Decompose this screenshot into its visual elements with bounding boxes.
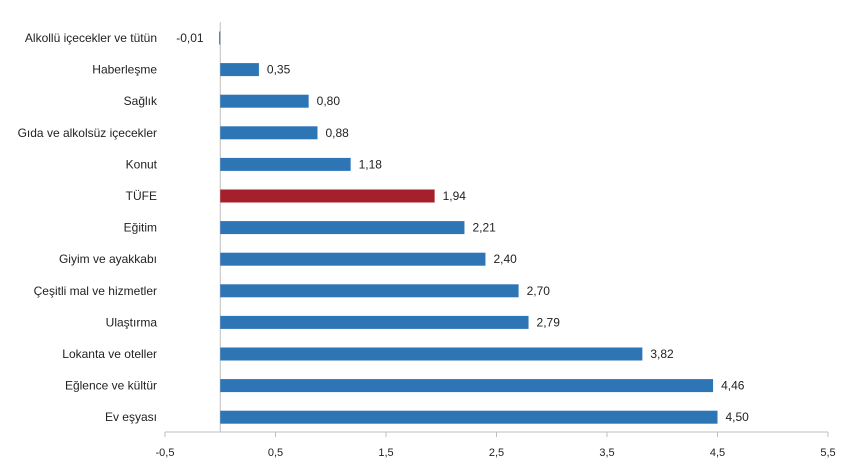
category-label: Haberleşme (92, 63, 157, 77)
category-label: Eğitim (124, 221, 157, 235)
value-label: 4,46 (721, 379, 745, 393)
category-label: TÜFE (126, 189, 157, 203)
category-label: Konut (126, 157, 158, 171)
value-label: 4,50 (726, 410, 750, 424)
bar-0 (219, 31, 221, 45)
category-label: Lokanta ve oteller (62, 347, 157, 361)
x-tick-label: 4,5 (710, 447, 725, 459)
bar-5 (220, 189, 435, 203)
value-label: 2,40 (493, 252, 517, 266)
x-tick-label: 3,5 (599, 447, 614, 459)
bar-7 (220, 252, 486, 266)
x-tick-label: 0,5 (268, 447, 283, 459)
value-label: 0,80 (317, 94, 341, 108)
bar-4 (220, 157, 351, 171)
value-label: 2,70 (527, 284, 551, 298)
x-tick-label: 5,5 (820, 447, 835, 459)
category-label: Eğlence ve kültür (65, 379, 157, 393)
bar-8 (220, 284, 519, 298)
category-label: Ulaştırma (106, 315, 158, 329)
category-label: Gıda ve alkolsüz içecekler (18, 126, 157, 140)
value-label: 2,21 (472, 221, 496, 235)
value-label: 1,94 (443, 189, 467, 203)
value-label: 3,82 (650, 347, 674, 361)
bar-2 (220, 94, 309, 108)
category-label: Ev eşyası (105, 410, 157, 424)
value-label: 2,79 (537, 315, 561, 329)
bar-12 (220, 410, 718, 424)
x-tick-label: -0,5 (156, 447, 175, 459)
value-label: 0,88 (325, 126, 349, 140)
bar-1 (220, 63, 259, 77)
value-label: 1,18 (359, 157, 383, 171)
bar-9 (220, 315, 529, 329)
category-label: Sağlık (124, 94, 158, 108)
category-label: Giyim ve ayakkabı (59, 252, 157, 266)
x-tick-label: 1,5 (378, 447, 393, 459)
x-tick-label: 2,5 (489, 447, 504, 459)
bar-11 (220, 379, 714, 393)
category-label: Alkollü içecekler ve tütün (25, 31, 157, 45)
value-label: -0,01 (176, 31, 204, 45)
bar-6 (220, 221, 465, 235)
bar-10 (220, 347, 643, 361)
bar-3 (220, 126, 318, 140)
value-label: 0,35 (267, 63, 291, 77)
category-label: Çeşitli mal ve hizmetler (34, 284, 157, 298)
